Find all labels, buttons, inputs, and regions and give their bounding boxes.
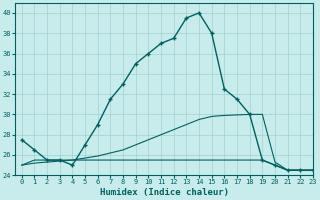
X-axis label: Humidex (Indice chaleur): Humidex (Indice chaleur) <box>100 188 229 197</box>
